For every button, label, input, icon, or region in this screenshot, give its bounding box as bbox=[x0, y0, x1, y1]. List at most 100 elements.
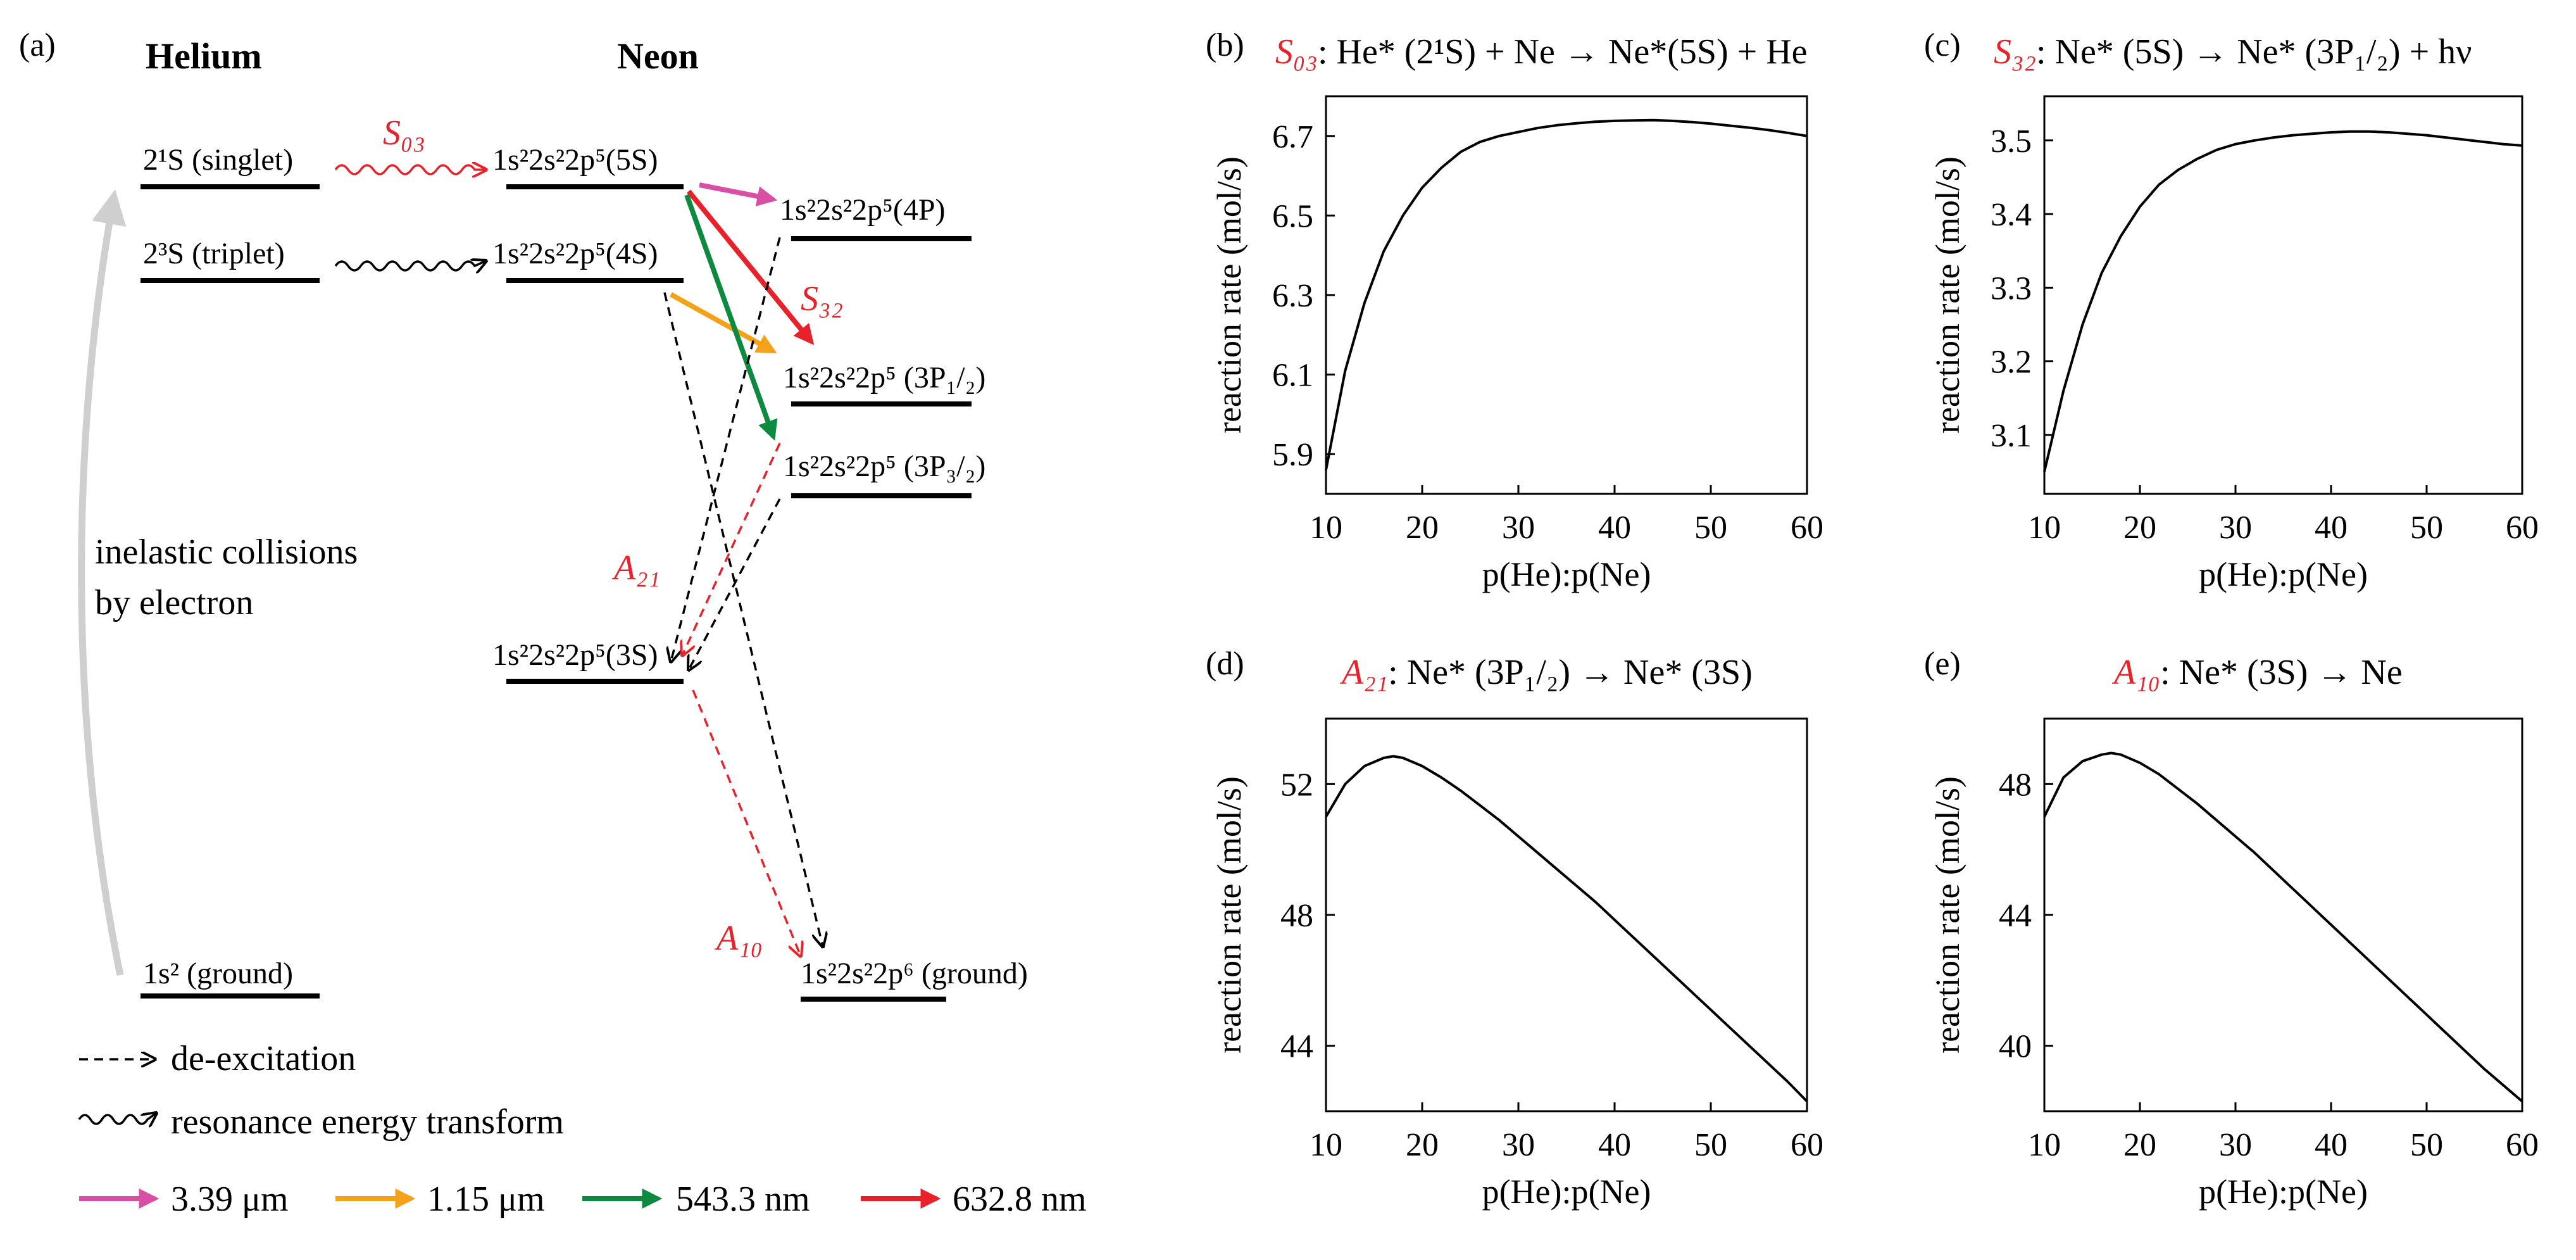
triplet-resonance-arrow bbox=[334, 261, 486, 270]
s32-label: S₃₂ bbox=[801, 279, 843, 318]
deexc-3p32-to-3s bbox=[689, 498, 781, 670]
x-tick-label: 30 bbox=[2219, 1127, 2252, 1163]
x-tick-label: 20 bbox=[2123, 1127, 2156, 1163]
a10-label: A₁₀ bbox=[714, 919, 763, 958]
x-tick-label: 10 bbox=[1310, 510, 1342, 546]
chart-title-text: : Ne* (3P₁/₂) → Ne* (3S) bbox=[1388, 653, 1753, 692]
legend-deexc-label: de-excitation bbox=[171, 1039, 356, 1078]
chart-title-symbol: A₂₁ bbox=[1339, 653, 1388, 692]
x-axis-label: p(He):p(Ne) bbox=[2199, 1173, 2368, 1211]
axes-frame bbox=[2043, 717, 2523, 1112]
x-tick-label: 50 bbox=[1694, 510, 1727, 546]
legend-resonance-label: resonance energy transform bbox=[171, 1102, 564, 1142]
x-tick-label: 40 bbox=[2315, 510, 2348, 546]
series-line bbox=[1325, 755, 1808, 1102]
x-tick-label: 50 bbox=[1694, 1127, 1727, 1163]
x-tick-label: 10 bbox=[1310, 1127, 1342, 1163]
x-tick-label: 30 bbox=[2219, 510, 2252, 546]
ne-4s-label: 1s²2s²2p⁵(4S) bbox=[492, 237, 658, 270]
chart-title-text: : He* (2¹S) + Ne → Ne*(5S) + He bbox=[1318, 32, 1808, 72]
a10-transition bbox=[692, 690, 801, 956]
he-ground-label: 1s² (ground) bbox=[143, 957, 293, 990]
a21-transition bbox=[682, 443, 781, 655]
transition-543-3nm bbox=[684, 194, 778, 441]
y-tick-label: 52 bbox=[1280, 767, 1313, 803]
panel-label: (c) bbox=[1924, 27, 1961, 63]
y-axis-label: reaction rate (mol/s) bbox=[1929, 156, 1966, 434]
a21-label: A₂₁ bbox=[611, 548, 660, 588]
legend-label-1-15um: 1.15 μm bbox=[427, 1180, 545, 1219]
panel-label: (d) bbox=[1206, 646, 1244, 682]
panel-label: (e) bbox=[1924, 646, 1961, 682]
rate-charts: (b) S₀₃: He* (2¹S) + Ne → Ne*(5S) + He 10 2… bbox=[1206, 27, 2539, 1211]
y-tick-label: 3.2 bbox=[1991, 344, 2032, 381]
y-axis-label: reaction rate (mol/s) bbox=[1210, 776, 1248, 1054]
chart-panel-d: (d) A₂₁: Ne* (3P₁/₂) → Ne* (3S) 10 20 30 40 50… bbox=[1206, 646, 1823, 1211]
ne-5s-label: 1s²2s²2p⁵(5S) bbox=[492, 143, 658, 177]
x-axis-label: p(He):p(Ne) bbox=[1482, 1173, 1651, 1211]
y-tick-label: 48 bbox=[1280, 898, 1313, 934]
x-tick-label: 20 bbox=[1406, 1127, 1439, 1163]
y-axis-label: reaction rate (mol/s) bbox=[1210, 156, 1248, 434]
x-tick-label: 60 bbox=[2506, 1127, 2539, 1163]
legend-label-3-39um: 3.39 μm bbox=[171, 1180, 289, 1219]
chart-panel-e: (e) A₁₀: Ne* (3S) → Ne 10 20 30 40 50 60 40 44 48 p… bbox=[1924, 646, 2539, 1211]
chart-title-symbol: A₁₀ bbox=[2111, 653, 2160, 692]
y-tick-label: 44 bbox=[1280, 1029, 1313, 1065]
he-singlet-label: 2¹S (singlet) bbox=[143, 143, 293, 177]
neon-title: Neon bbox=[617, 35, 699, 77]
inelastic-label-line1: inelastic collisions bbox=[95, 532, 358, 572]
x-tick-label: 10 bbox=[2028, 510, 2061, 546]
chart-title: A₂₁: Ne* (3P₁/₂) → Ne* (3S) bbox=[1339, 653, 1753, 692]
helium-title: Helium bbox=[146, 35, 262, 77]
y-tick-label: 44 bbox=[1999, 898, 2032, 934]
x-tick-label: 40 bbox=[2315, 1127, 2348, 1163]
y-tick-label: 5.9 bbox=[1272, 437, 1313, 473]
series-line bbox=[2043, 130, 2523, 472]
y-tick-label: 3.1 bbox=[1991, 418, 2032, 454]
y-tick-label: 3.3 bbox=[1991, 270, 2032, 306]
y-tick-label: 6.7 bbox=[1272, 119, 1313, 155]
transition-1-15um bbox=[670, 292, 777, 354]
inelastic-label-line2: by electron bbox=[95, 583, 253, 622]
x-tick-label: 20 bbox=[1406, 510, 1439, 546]
x-tick-label: 60 bbox=[2506, 510, 2539, 546]
y-tick-label: 6.1 bbox=[1272, 358, 1313, 394]
ne-3s-label: 1s²2s²2p⁵(3S) bbox=[492, 638, 658, 672]
y-tick-label: 40 bbox=[1999, 1029, 2032, 1065]
series-line bbox=[2043, 752, 2523, 1103]
chart-title: A₁₀: Ne* (3S) → Ne bbox=[2111, 653, 2403, 692]
x-tick-label: 50 bbox=[2410, 1127, 2443, 1163]
chart-title: S₃₂: Ne* (5S) → Ne* (3P₁/₂) + hν bbox=[1994, 32, 2472, 72]
panel-label-a: (a) bbox=[19, 27, 56, 63]
legend-label-543-3nm: 543.3 nm bbox=[676, 1180, 810, 1219]
y-tick-label: 3.4 bbox=[1991, 197, 2032, 233]
s03-resonance-arrow bbox=[334, 165, 486, 174]
x-axis-label: p(He):p(Ne) bbox=[2199, 555, 2368, 593]
chart-title-text: : Ne* (3S) → Ne bbox=[2160, 653, 2403, 692]
energy-level-diagram: (a) Helium Neon 2¹S (singlet) 2³S (tripl… bbox=[19, 27, 1087, 1219]
transition-3-39um bbox=[699, 182, 778, 206]
y-tick-label: 48 bbox=[1999, 767, 2032, 803]
series-line bbox=[1325, 118, 1808, 470]
x-tick-label: 60 bbox=[1791, 510, 1823, 546]
x-tick-label: 30 bbox=[1502, 510, 1535, 546]
y-axis-label: reaction rate (mol/s) bbox=[1929, 776, 1966, 1054]
ne-3p32-label: 1s²2s²2p⁵ (3P₃/₂) bbox=[783, 450, 985, 483]
chart-panel-b: (b) S₀₃: He* (2¹S) + Ne → Ne*(5S) + He 10 2… bbox=[1206, 27, 1823, 593]
x-tick-label: 60 bbox=[1791, 1127, 1823, 1163]
axes-frame bbox=[2043, 95, 2523, 495]
x-axis-label: p(He):p(Ne) bbox=[1482, 555, 1651, 593]
legend-label-632-8nm: 632.8 nm bbox=[953, 1180, 1087, 1219]
deexc-4s-to-ground bbox=[663, 292, 823, 947]
y-tick-label: 6.5 bbox=[1272, 198, 1313, 234]
panel-label: (b) bbox=[1206, 27, 1244, 63]
chart-title-symbol: S₃₂ bbox=[1994, 32, 2036, 72]
s03-label: S₀₃ bbox=[383, 113, 425, 153]
x-tick-label: 40 bbox=[1598, 1127, 1631, 1163]
axes-frame bbox=[1325, 717, 1808, 1112]
y-tick-label: 6.3 bbox=[1272, 278, 1313, 314]
deexc-4p-to-3s bbox=[671, 237, 781, 662]
x-tick-label: 40 bbox=[1598, 510, 1631, 546]
